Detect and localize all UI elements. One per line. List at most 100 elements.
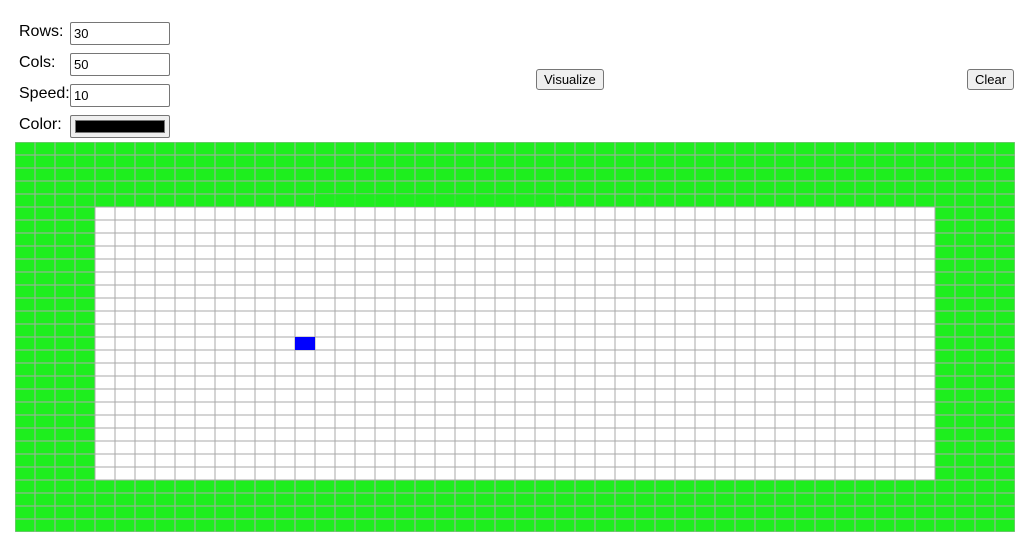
grid-cell-visited[interactable] bbox=[974, 362, 996, 377]
grid-cell-visited[interactable] bbox=[454, 518, 476, 532]
grid-cell[interactable] bbox=[214, 362, 236, 377]
grid-cell[interactable] bbox=[774, 310, 796, 325]
grid-cell-visited[interactable] bbox=[934, 427, 956, 442]
grid-cell[interactable] bbox=[294, 466, 316, 481]
grid-cell-visited[interactable] bbox=[274, 479, 296, 494]
grid-cell-visited[interactable] bbox=[74, 232, 96, 247]
grid-cell-visited[interactable] bbox=[314, 505, 336, 520]
grid-cell-visited[interactable] bbox=[934, 492, 956, 507]
grid-cell-visited[interactable] bbox=[374, 167, 396, 182]
grid-cell-visited[interactable] bbox=[954, 518, 976, 532]
grid-cell-visited[interactable] bbox=[234, 505, 256, 520]
grid-cell[interactable] bbox=[534, 258, 556, 273]
grid-cell[interactable] bbox=[274, 336, 296, 351]
grid-cell[interactable] bbox=[614, 323, 636, 338]
grid-cell[interactable] bbox=[474, 414, 496, 429]
grid-cell-visited[interactable] bbox=[734, 518, 756, 532]
grid-cell[interactable] bbox=[254, 414, 276, 429]
grid-cell[interactable] bbox=[94, 453, 116, 468]
grid-cell-visited[interactable] bbox=[934, 310, 956, 325]
grid-cell-visited[interactable] bbox=[874, 154, 896, 169]
grid-cell[interactable] bbox=[374, 440, 396, 455]
grid-cell-visited[interactable] bbox=[574, 154, 596, 169]
grid-cell[interactable] bbox=[134, 388, 156, 403]
grid-cell-visited[interactable] bbox=[454, 154, 476, 169]
grid-cell[interactable] bbox=[314, 219, 336, 234]
grid-cell[interactable] bbox=[834, 362, 856, 377]
grid-cell[interactable] bbox=[874, 453, 896, 468]
grid-cell[interactable] bbox=[214, 414, 236, 429]
grid-cell[interactable] bbox=[754, 466, 776, 481]
grid-cell-visited[interactable] bbox=[574, 180, 596, 195]
grid-cell[interactable] bbox=[654, 206, 676, 221]
grid-cell-visited[interactable] bbox=[674, 492, 696, 507]
grid-cell-visited[interactable] bbox=[954, 284, 976, 299]
grid-cell[interactable] bbox=[694, 271, 716, 286]
grid-cell[interactable] bbox=[474, 440, 496, 455]
grid-cell-visited[interactable] bbox=[314, 180, 336, 195]
grid-cell[interactable] bbox=[214, 219, 236, 234]
grid-cell[interactable] bbox=[314, 336, 336, 351]
grid-cell[interactable] bbox=[734, 258, 756, 273]
grid-cell-visited[interactable] bbox=[414, 154, 436, 169]
grid-cell-visited[interactable] bbox=[934, 401, 956, 416]
grid-cell[interactable] bbox=[834, 297, 856, 312]
grid-cell[interactable] bbox=[554, 323, 576, 338]
grid-cell[interactable] bbox=[374, 323, 396, 338]
grid-cell-visited[interactable] bbox=[114, 492, 136, 507]
grid-cell[interactable] bbox=[134, 440, 156, 455]
grid-cell[interactable] bbox=[794, 453, 816, 468]
grid-cell-visited[interactable] bbox=[434, 167, 456, 182]
grid-cell-visited[interactable] bbox=[15, 323, 36, 338]
grid-cell[interactable] bbox=[694, 310, 716, 325]
grid-cell[interactable] bbox=[834, 440, 856, 455]
grid-cell-visited[interactable] bbox=[994, 206, 1015, 221]
grid-cell[interactable] bbox=[854, 375, 876, 390]
grid-cell-visited[interactable] bbox=[534, 167, 556, 182]
grid-cell[interactable] bbox=[294, 349, 316, 364]
grid-cell-visited[interactable] bbox=[174, 492, 196, 507]
grid-cell[interactable] bbox=[134, 401, 156, 416]
grid-cell[interactable] bbox=[174, 258, 196, 273]
grid-cell[interactable] bbox=[574, 245, 596, 260]
grid-cell-visited[interactable] bbox=[15, 375, 36, 390]
grid-cell[interactable] bbox=[774, 206, 796, 221]
grid-cell[interactable] bbox=[414, 453, 436, 468]
grid-cell[interactable] bbox=[214, 258, 236, 273]
grid-cell-visited[interactable] bbox=[34, 193, 56, 208]
grid-cell-visited[interactable] bbox=[594, 492, 616, 507]
grid-cell[interactable] bbox=[314, 232, 336, 247]
grid-cell[interactable] bbox=[394, 245, 416, 260]
grid-cell[interactable] bbox=[254, 206, 276, 221]
grid-cell-visited[interactable] bbox=[174, 479, 196, 494]
grid-cell[interactable] bbox=[174, 310, 196, 325]
grid-cell-visited[interactable] bbox=[654, 518, 676, 532]
grid-cell[interactable] bbox=[494, 219, 516, 234]
grid-cell-visited[interactable] bbox=[214, 180, 236, 195]
grid-cell-visited[interactable] bbox=[614, 479, 636, 494]
grid-cell[interactable] bbox=[894, 388, 916, 403]
grid-cell[interactable] bbox=[234, 284, 256, 299]
grid-cell-visited[interactable] bbox=[54, 375, 76, 390]
grid-cell-visited[interactable] bbox=[974, 167, 996, 182]
grid-cell[interactable] bbox=[214, 453, 236, 468]
grid-cell[interactable] bbox=[854, 466, 876, 481]
grid-cell[interactable] bbox=[854, 271, 876, 286]
grid-cell-visited[interactable] bbox=[454, 167, 476, 182]
grid-cell-visited[interactable] bbox=[594, 479, 616, 494]
grid-cell-visited[interactable] bbox=[974, 154, 996, 169]
grid-cell-visited[interactable] bbox=[74, 297, 96, 312]
grid-cell[interactable] bbox=[374, 310, 396, 325]
grid-cell[interactable] bbox=[434, 219, 456, 234]
grid-cell-visited[interactable] bbox=[54, 440, 76, 455]
grid-cell[interactable] bbox=[154, 414, 176, 429]
grid-cell[interactable] bbox=[394, 453, 416, 468]
grid-cell-visited[interactable] bbox=[974, 518, 996, 532]
grid-cell-visited[interactable] bbox=[154, 154, 176, 169]
grid-cell[interactable] bbox=[634, 310, 656, 325]
grid-cell[interactable] bbox=[414, 401, 436, 416]
grid-cell-visited[interactable] bbox=[494, 167, 516, 182]
grid-cell[interactable] bbox=[534, 375, 556, 390]
grid-cell-visited[interactable] bbox=[714, 505, 736, 520]
grid-cell[interactable] bbox=[874, 375, 896, 390]
